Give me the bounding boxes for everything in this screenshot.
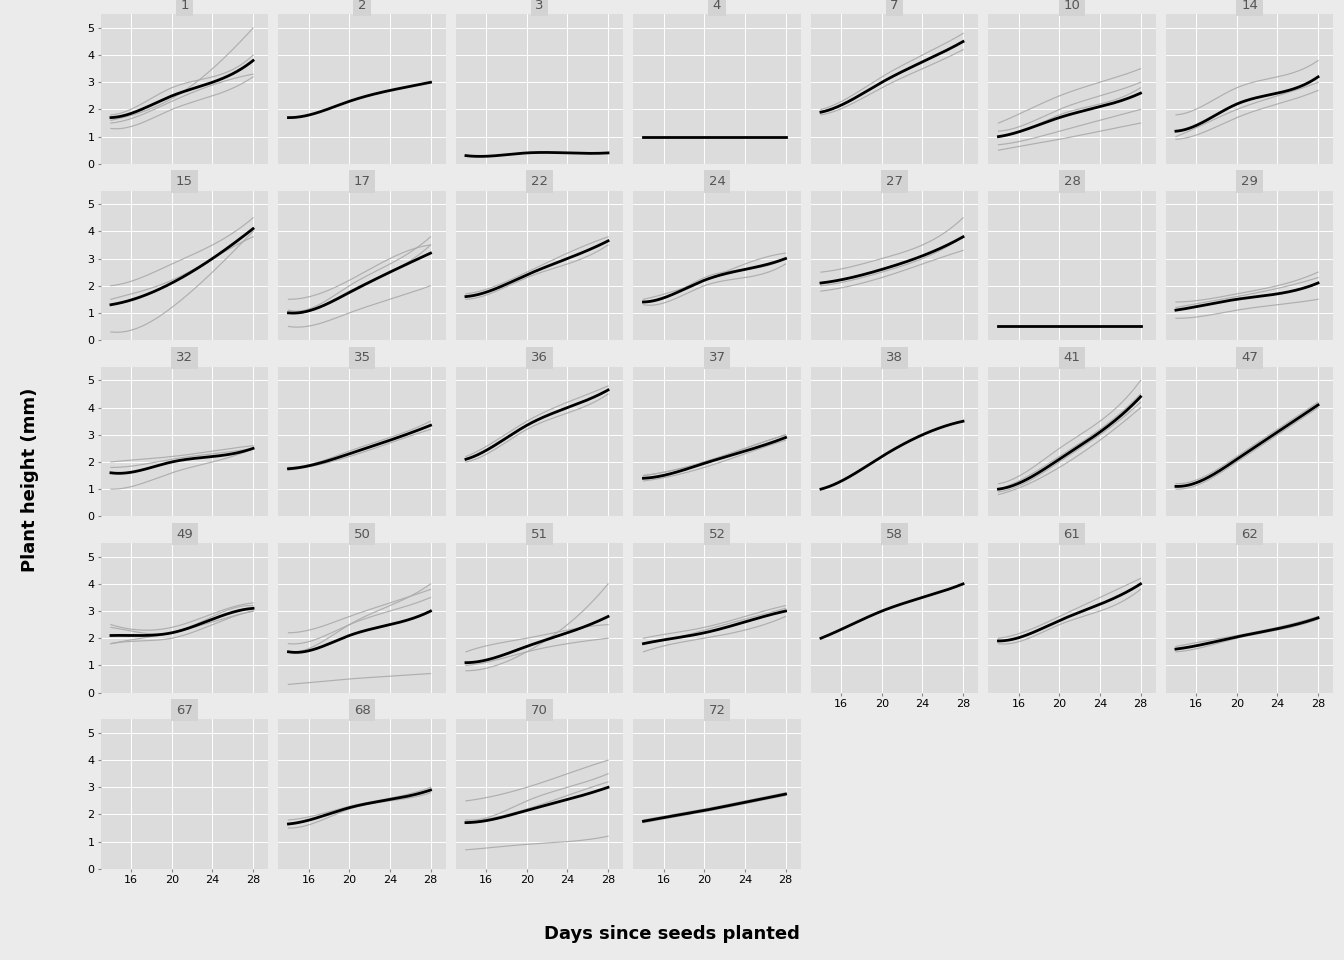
Title: 50: 50 [353, 528, 371, 540]
Title: 72: 72 [708, 704, 726, 717]
Title: 17: 17 [353, 175, 371, 188]
Title: 62: 62 [1241, 528, 1258, 540]
Title: 14: 14 [1241, 0, 1258, 12]
Title: 70: 70 [531, 704, 548, 717]
Title: 28: 28 [1063, 175, 1081, 188]
Title: 35: 35 [353, 351, 371, 365]
Title: 47: 47 [1241, 351, 1258, 365]
Title: 27: 27 [886, 175, 903, 188]
Title: 22: 22 [531, 175, 548, 188]
Title: 4: 4 [712, 0, 722, 12]
Text: Days since seeds planted: Days since seeds planted [544, 924, 800, 943]
Title: 36: 36 [531, 351, 548, 365]
Title: 24: 24 [708, 175, 726, 188]
Title: 7: 7 [890, 0, 899, 12]
Title: 32: 32 [176, 351, 194, 365]
Title: 61: 61 [1063, 528, 1081, 540]
Title: 1: 1 [180, 0, 188, 12]
Title: 10: 10 [1063, 0, 1081, 12]
Title: 52: 52 [708, 528, 726, 540]
Title: 3: 3 [535, 0, 544, 12]
Title: 58: 58 [886, 528, 903, 540]
Title: 2: 2 [358, 0, 367, 12]
Title: 68: 68 [353, 704, 371, 717]
Title: 38: 38 [886, 351, 903, 365]
Title: 41: 41 [1063, 351, 1081, 365]
Title: 37: 37 [708, 351, 726, 365]
Text: Plant height (mm): Plant height (mm) [20, 388, 39, 572]
Title: 49: 49 [176, 528, 194, 540]
Title: 67: 67 [176, 704, 194, 717]
Title: 51: 51 [531, 528, 548, 540]
Title: 15: 15 [176, 175, 194, 188]
Title: 29: 29 [1241, 175, 1258, 188]
